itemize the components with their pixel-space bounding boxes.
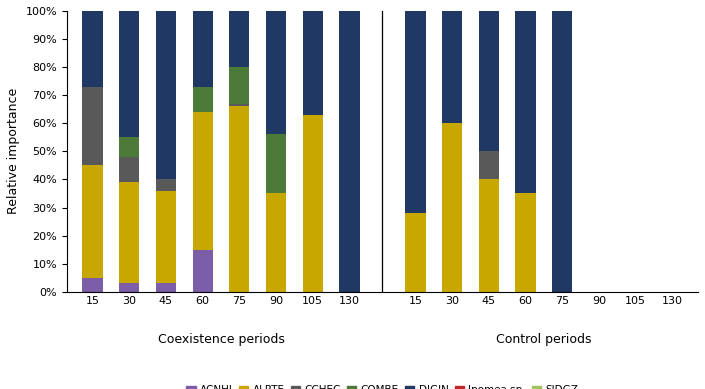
Bar	[119, 283, 140, 292]
Bar	[515, 11, 536, 193]
Bar	[119, 182, 140, 283]
Bar	[405, 213, 426, 292]
Bar	[192, 11, 213, 87]
Bar	[192, 87, 213, 112]
Bar	[339, 11, 360, 292]
Bar	[82, 278, 103, 292]
Bar	[479, 11, 499, 151]
Bar	[156, 2, 176, 11]
Bar	[156, 283, 176, 292]
Bar	[515, 193, 536, 292]
Bar	[442, 123, 462, 292]
Bar	[192, 250, 213, 292]
Bar	[229, 107, 250, 292]
Bar	[82, 165, 103, 278]
Text: Control periods: Control periods	[496, 333, 591, 347]
Bar	[229, 67, 250, 103]
Bar	[82, 11, 103, 87]
Bar	[302, 11, 323, 115]
Y-axis label: Relative importance: Relative importance	[7, 88, 20, 214]
Bar	[229, 103, 250, 107]
Bar	[119, 0, 140, 11]
Bar	[156, 11, 176, 179]
Bar	[229, 11, 250, 67]
Bar	[266, 135, 286, 193]
Text: Coexistence periods: Coexistence periods	[157, 333, 284, 347]
Bar	[479, 179, 499, 292]
Bar	[266, 193, 286, 292]
Bar	[302, 115, 323, 292]
Bar	[156, 179, 176, 191]
Bar	[119, 11, 140, 137]
Bar	[192, 112, 213, 250]
Bar	[405, 11, 426, 213]
Bar	[552, 11, 572, 292]
Legend: ACNHI, ALRTE, CCHEC, COMBE, DIGIN, Ipomea sp., SIDGZ: ACNHI, ALRTE, CCHEC, COMBE, DIGIN, Ipome…	[183, 381, 582, 389]
Bar	[156, 191, 176, 283]
Bar	[119, 137, 140, 157]
Bar	[82, 87, 103, 165]
Bar	[479, 151, 499, 179]
Bar	[442, 11, 462, 123]
Bar	[119, 157, 140, 182]
Bar	[266, 11, 286, 135]
